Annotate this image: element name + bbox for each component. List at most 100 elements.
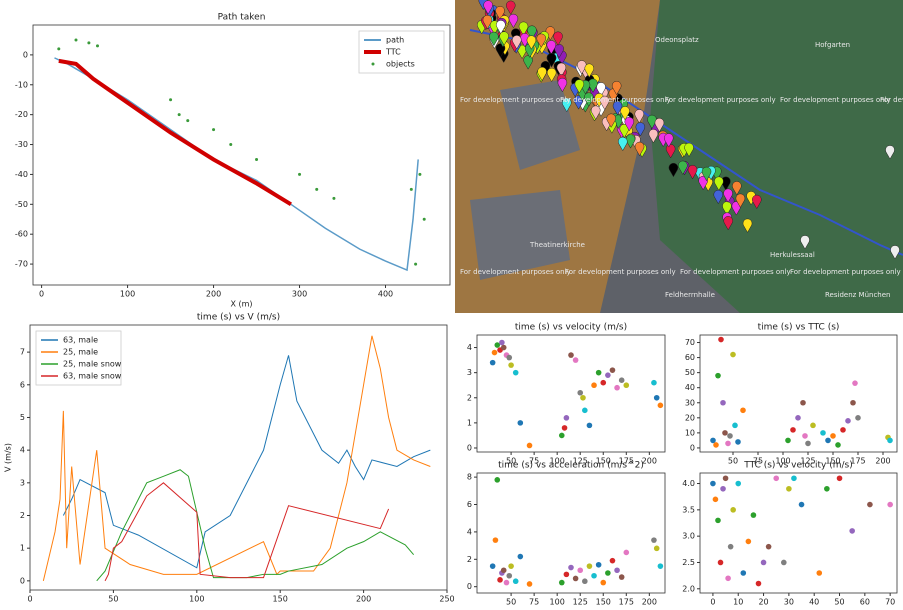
x-tick-label: 300 — [292, 290, 307, 299]
y-tick-label: -10 — [15, 80, 28, 89]
point — [800, 400, 806, 406]
x-tick-label: 175 — [619, 598, 634, 607]
point — [855, 415, 861, 421]
x-tick-label: 50 — [108, 595, 118, 604]
y-tick-label: -30 — [15, 140, 28, 149]
point — [600, 580, 606, 586]
point — [715, 373, 721, 379]
y-tick-label: 8 — [467, 473, 472, 482]
point — [508, 362, 514, 368]
point — [610, 367, 616, 373]
point — [730, 507, 736, 513]
point — [508, 563, 514, 569]
point — [849, 528, 855, 534]
x-tick-label: 75 — [529, 598, 539, 607]
point — [761, 560, 767, 566]
point — [490, 360, 496, 366]
point — [773, 475, 779, 481]
map-label: Hofgarten — [815, 41, 850, 49]
point — [492, 350, 498, 356]
point — [781, 560, 787, 566]
point — [740, 570, 746, 576]
point — [725, 575, 731, 581]
x-tick-label: 200 — [642, 598, 657, 607]
x-tick-label: 50 — [506, 598, 516, 607]
object-point — [410, 188, 413, 191]
y-tick-label: 60 — [685, 353, 695, 362]
map-label: Residenz München — [825, 291, 890, 299]
object-point — [87, 41, 90, 44]
point — [564, 415, 570, 421]
point — [824, 486, 830, 492]
point — [614, 567, 620, 573]
point — [564, 572, 570, 578]
x-tick-label: 20 — [758, 598, 768, 607]
point — [766, 544, 772, 550]
point — [852, 380, 858, 386]
y-tick-label: 3.0 — [682, 532, 695, 541]
map: OdeonsplatzFor development purposes only… — [455, 0, 903, 313]
chart-title: Path taken — [218, 13, 266, 23]
y-tick-label: 2 — [20, 511, 25, 520]
point — [582, 578, 588, 584]
point — [610, 558, 616, 564]
x-tick-label: 125 — [573, 598, 588, 607]
point — [840, 427, 846, 433]
point — [820, 430, 826, 436]
point — [722, 430, 728, 436]
point — [867, 502, 873, 508]
point — [658, 403, 664, 409]
point — [490, 563, 496, 569]
x-tick-label: 0 — [710, 598, 715, 607]
point — [573, 576, 579, 582]
point — [587, 423, 593, 429]
point — [728, 544, 734, 550]
point — [596, 370, 602, 376]
point — [527, 443, 533, 449]
point — [504, 580, 510, 586]
point — [791, 475, 797, 481]
point — [501, 345, 507, 351]
map-label: For development purposes only — [460, 268, 571, 276]
x-tick-label: 70 — [885, 598, 895, 607]
object-point — [229, 143, 232, 146]
point — [887, 438, 893, 444]
y-tick-label: 40 — [685, 383, 695, 392]
point — [725, 441, 731, 447]
point — [727, 433, 733, 439]
map-label: Feldherrnhalle — [665, 291, 715, 299]
chart-title: time (s) vs TTC (s) — [758, 323, 840, 333]
point — [710, 481, 716, 487]
x-tick-label: 150 — [596, 598, 611, 607]
legend-label: TTC — [385, 48, 401, 57]
point — [506, 355, 512, 361]
point — [825, 438, 831, 444]
map-label: For development purposes only — [460, 96, 571, 104]
legend-swatch — [372, 63, 375, 66]
y-tick-label: 2 — [467, 555, 472, 564]
map-label: Theatinerkirche — [529, 241, 585, 249]
point — [582, 408, 588, 414]
point — [816, 570, 822, 576]
point — [718, 337, 724, 343]
x-tick-label: 200 — [206, 290, 221, 299]
y-tick-label: 2.0 — [682, 584, 695, 593]
chart-title: time (s) vs acceleration (m/s^2) — [498, 461, 644, 471]
y-tick-label: 4 — [467, 343, 472, 352]
x-tick-label: 0 — [27, 595, 32, 604]
y-tick-label: 10 — [685, 428, 695, 437]
y-axis-label: V (m/s) — [4, 443, 13, 472]
y-tick-label: -40 — [15, 170, 28, 179]
object-point — [332, 197, 335, 200]
x-tick-label: 50 — [834, 598, 844, 607]
point — [568, 352, 574, 358]
map-label: For development purposes only — [880, 96, 903, 104]
point — [577, 567, 583, 573]
point — [619, 377, 625, 383]
object-point — [169, 98, 172, 101]
x-tick-label: 200 — [875, 457, 890, 466]
map-label: For development purposes only — [560, 96, 671, 104]
series-line — [63, 355, 430, 567]
y-tick-label: 30 — [685, 398, 695, 407]
legend-label: 25, male snow — [63, 360, 122, 369]
